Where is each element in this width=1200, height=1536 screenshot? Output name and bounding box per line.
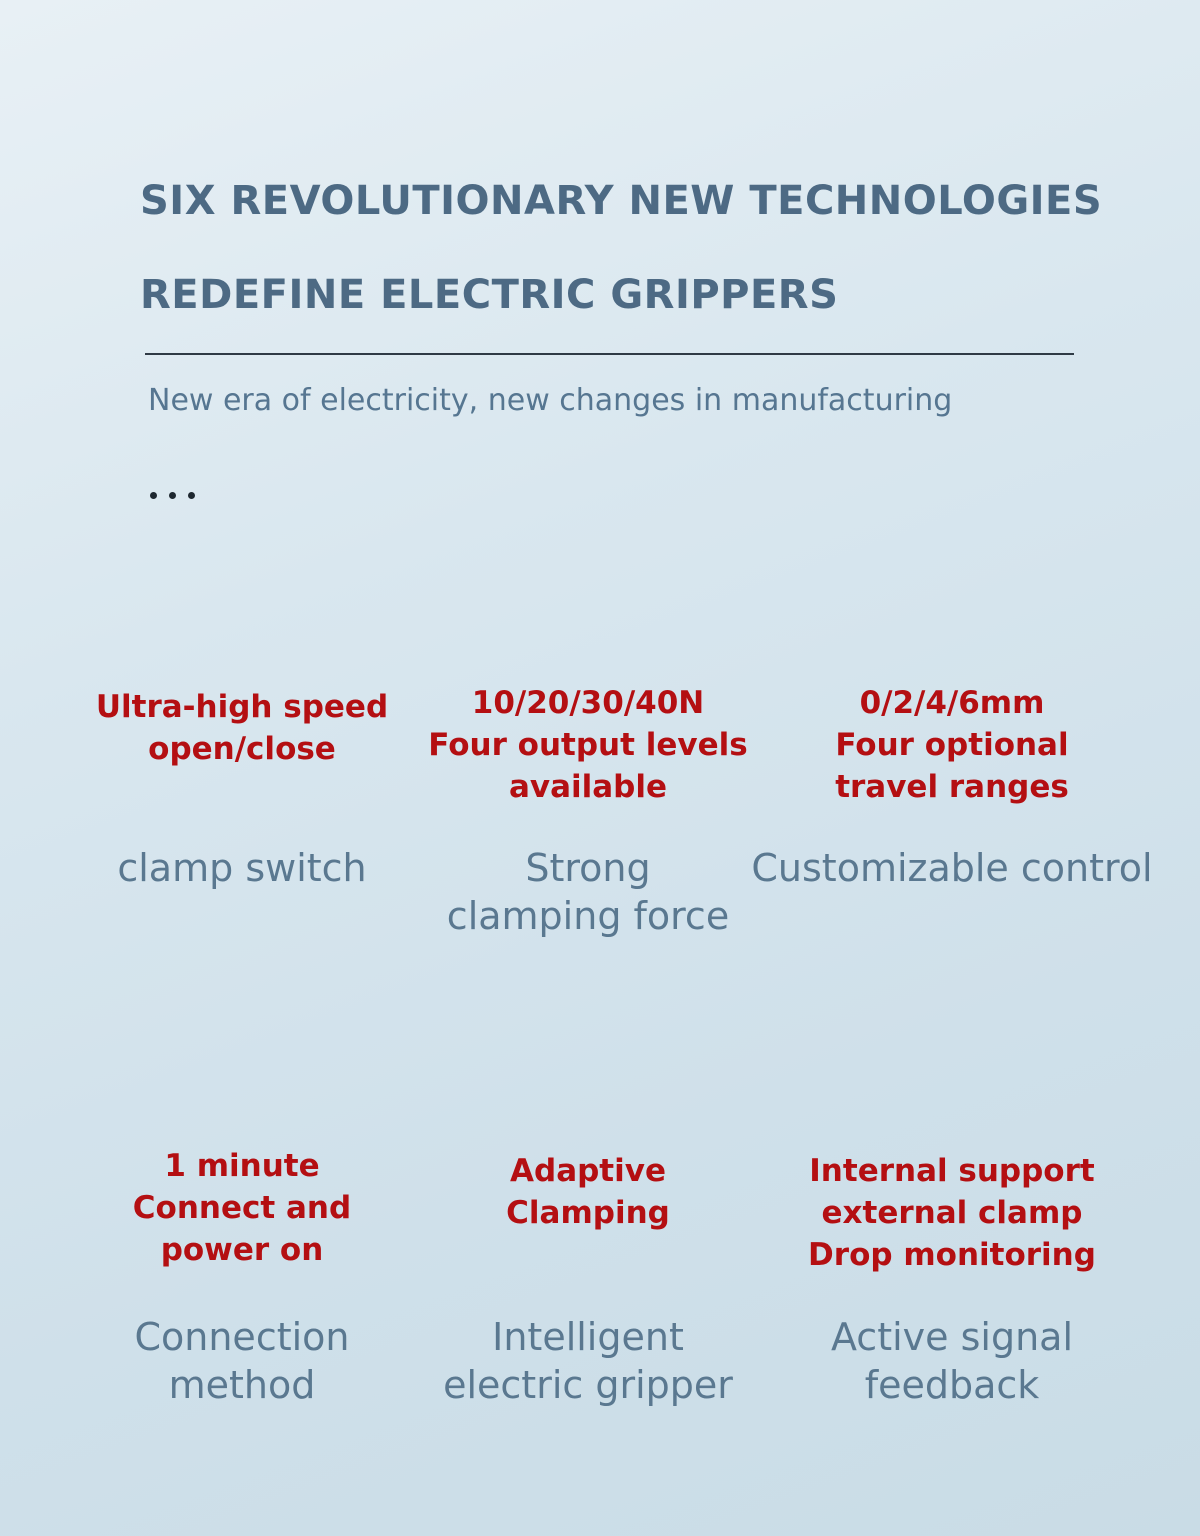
feature-highlight: 1 minute Connect and power on <box>132 1148 352 1268</box>
feature-description: Customizable control <box>751 846 1153 890</box>
feature-signal: Internal support external clamp Drop mon… <box>762 1150 1142 1407</box>
feature-description: Active signal feedback <box>830 1315 1074 1407</box>
feature-adaptive: Adaptive Clamping Intelligent electric g… <box>398 1150 778 1407</box>
feature-travel: 0/2/4/6mm Four optional travel ranges Cu… <box>751 682 1152 890</box>
feature-highlight: 0/2/4/6mm Four optional travel ranges <box>835 685 1069 805</box>
headline-line-1: SIX REVOLUTIONARY NEW TECHNOLOGIES <box>140 178 1103 224</box>
divider <box>145 353 1074 355</box>
feature-description: Intelligent electric gripper <box>443 1315 733 1407</box>
dot-icon <box>150 492 157 499</box>
feature-highlight: Adaptive Clamping <box>506 1153 670 1231</box>
feature-description: Connection method <box>134 1315 350 1407</box>
feature-connection: 1 minute Connect and power on Connection… <box>52 1145 432 1407</box>
dot-icon <box>169 492 176 499</box>
feature-description: Strong clamping force <box>446 846 730 938</box>
feature-force: 10/20/30/40N Four output levels availabl… <box>398 682 778 938</box>
feature-highlight: Internal support external clamp Drop mon… <box>808 1153 1096 1273</box>
feature-speed: Ultra-high speed open/close clamp switch <box>52 686 432 890</box>
feature-description: clamp switch <box>117 846 367 890</box>
dot-icon <box>188 492 195 499</box>
ellipsis-dots <box>150 492 195 504</box>
subtitle: New era of electricity, new changes in m… <box>148 383 953 418</box>
feature-highlight: Ultra-high speed open/close <box>95 689 389 767</box>
feature-highlight: 10/20/30/40N Four output levels availabl… <box>428 685 748 805</box>
headline-line-2: REDEFINE ELECTRIC GRIPPERS <box>140 272 839 318</box>
